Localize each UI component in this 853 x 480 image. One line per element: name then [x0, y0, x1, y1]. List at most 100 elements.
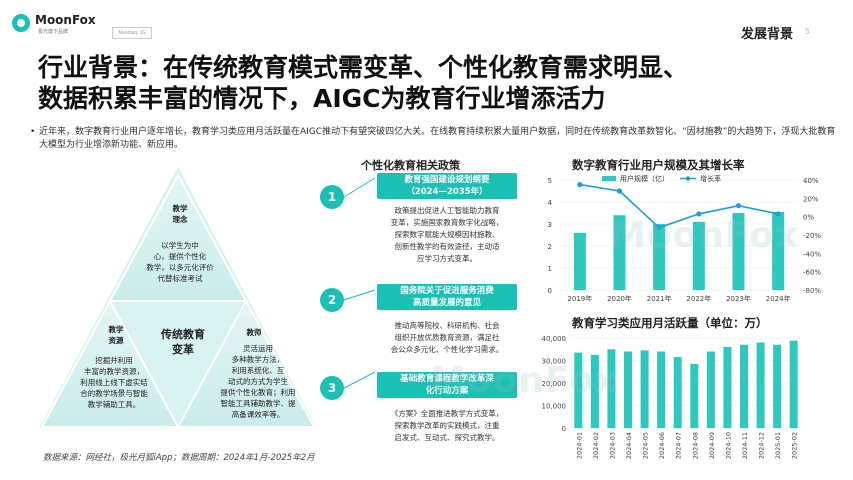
monthly-active-chart: 0 10,000 20,000 30,000 40,000 2024-01 2024-02 2…: [542, 335, 802, 459]
policy-connectors: [343, 177, 376, 389]
education-reform-diagram: [40, 167, 316, 428]
page-number: 5: [804, 27, 810, 36]
x-tick-label: 2024-11: [741, 432, 749, 459]
y2-tick-label: -20%: [803, 232, 821, 240]
bar: [607, 349, 616, 428]
watermark-2: MoonFox: [430, 360, 620, 401]
y-tick-label: 3: [548, 221, 552, 229]
y-tick-label: 0: [562, 425, 566, 433]
growth-point: [775, 211, 781, 217]
bar: [613, 215, 626, 290]
policy-title: 个性化教育相关政策: [361, 159, 460, 172]
legend-line-marker: [685, 176, 691, 181]
bullet-dot-icon: •: [30, 127, 36, 137]
x-tick-label: 2024-03: [608, 432, 616, 459]
bar: [706, 351, 715, 428]
x-tick-label: 2024-07: [675, 432, 683, 459]
bar: [732, 213, 745, 290]
bar: [690, 363, 699, 428]
policy-number-2: 2: [320, 288, 344, 312]
bar: [723, 347, 732, 428]
chart2-title: 教育学习类应用月活跃量（单位：万）: [572, 316, 768, 330]
bar: [653, 224, 666, 290]
section-title: 发展背景: [740, 27, 793, 42]
moonfox-logo-icon: [12, 14, 30, 32]
y-tick-label: 0: [548, 287, 552, 295]
growth-point: [616, 188, 623, 194]
y-tick-label: 30,000: [542, 358, 567, 366]
policy-3-body: 《方案》全面推进教学方式变革， 探索教学改革的实践模式，注重 启发式、互动式、探…: [390, 409, 504, 442]
bar: [624, 351, 632, 428]
title-line-1: 行业背景：在传统教育模式需变革、个性化教育需求明显、: [38, 53, 689, 82]
x-tick-label: 2023年: [726, 294, 751, 303]
intro-paragraph: • 近年来，数字教育行业用户逐年增长，教育学习类应用月活跃量在AIGC推动下有望…: [30, 126, 839, 152]
x-tick-label: 2019年: [567, 294, 592, 303]
chart1-title: 数字教育行业用户规模及其增长率: [572, 158, 745, 172]
nasdaq-badge: Nasdaq: JG: [112, 27, 152, 39]
policy-number-1: 1: [320, 185, 344, 209]
top-heading: 教学 理念: [172, 204, 188, 224]
y2-tick-label: 40%: [803, 177, 819, 185]
bar: [740, 344, 748, 428]
bar: [657, 351, 666, 428]
bar: [573, 232, 586, 290]
legend-line-label: 增长率: [700, 174, 721, 183]
y-tick-label: 40,000: [542, 335, 567, 343]
intro-text: 近年来，数字教育行业用户逐年增长，教育学习类应用月活跃量在AIGC推动下有望突破…: [39, 127, 836, 150]
x-tick-label: 2022年: [686, 294, 711, 303]
x-tick-label: 2024-04: [625, 432, 633, 459]
policy-3-heading: 基础教育课程教学改革深 化行动方案: [377, 372, 517, 398]
y-tick-label: 2: [548, 243, 552, 251]
bar: [673, 357, 682, 428]
right-body: 灵活运用 多种教学方法， 利用系统化、互 动式的方式为学生 提供个性化教育；利用…: [220, 344, 296, 419]
policy-1-heading: 教育强国建设规划纲要 （2024—2035年）: [377, 173, 517, 199]
top-body: 以学生为中 心，提供个性化 教学，以多元化评价 代替标准考试: [146, 241, 214, 283]
right-triangle: [176, 298, 316, 428]
growth-point: [577, 181, 583, 188]
policy-2-heading: 国务院关于促进服务消费 高质量发展的意见: [377, 284, 517, 310]
x-tick-label: 2024-06: [658, 432, 666, 459]
title-line-2: 数据积累丰富的情况下，AIGC为教育行业增添活力: [38, 84, 606, 113]
x-tick-label: 2024年: [766, 294, 791, 303]
x-tick-label: 2024-12: [758, 432, 766, 459]
x-tick-label: 2024-08: [691, 432, 699, 459]
x-tick-label: 2025-02: [791, 432, 799, 459]
bar: [773, 344, 782, 428]
bar: [590, 354, 599, 428]
x-tick-label: 2024-09: [708, 432, 716, 459]
y2-tick-label: 0%: [803, 214, 814, 222]
y2-tick-label: -80%: [803, 287, 821, 295]
policy-2-body: 推动高等院校、科研机构、社会 组织开放优质教育资源，满足社 会公众多元化、个性化…: [390, 321, 504, 354]
bar: [756, 342, 765, 428]
data-source-note: 数据来源：网经社，极光月狐iApp；数据周期：2024年1月-2025年2月: [43, 453, 315, 463]
x-tick-label: 2024-02: [592, 432, 600, 459]
left-triangle: [40, 298, 180, 428]
top-triangle: [108, 172, 248, 302]
left-body: 挖掘并利用 丰富的教学资源， 利用线上线下虚实结 合的教学场景与智能 教学辅助工…: [80, 356, 148, 409]
y2-tick-label: 20%: [803, 195, 819, 203]
center-label: 传统教育 变革: [161, 328, 205, 356]
legend-bar-label: 用户规模（亿）: [620, 174, 669, 183]
bar: [692, 221, 705, 290]
user-scale-chart: 0 1 2 3 4 5 40% 20% 0% -20% -40% -60% -80% 2019年 2020年…: [548, 174, 822, 303]
bar: [640, 350, 649, 428]
growth-point: [735, 203, 742, 209]
y-tick-label: 20,000: [542, 380, 567, 388]
right-heading: 教师: [246, 328, 262, 337]
bar: [789, 340, 798, 428]
bar: [574, 352, 583, 428]
logo-subtitle: 极光旗下品牌: [38, 29, 69, 35]
left-heading: 教学 资源: [108, 325, 124, 345]
x-tick-label: 2020年: [607, 294, 632, 303]
growth-line: [579, 183, 779, 229]
growth-point: [656, 225, 662, 231]
policy-number-3: 3: [320, 376, 344, 400]
y2-tick-label: -40%: [803, 250, 821, 258]
x-tick-label: 2024-10: [724, 432, 732, 459]
policy-1-body: 政策提出促进人工智能助力教育 变革，实施国家教育数字化战略， 探索数字赋能大规模…: [390, 206, 504, 263]
growth-point: [696, 211, 702, 217]
watermark-1: MoonFox: [610, 215, 800, 256]
page-title: 行业背景：在传统教育模式需变革、个性化教育需求明显、 数据积累丰富的情况下，AI…: [38, 52, 838, 114]
x-tick-label: 2024-05: [642, 432, 650, 459]
y-tick-label: 4: [548, 199, 553, 207]
